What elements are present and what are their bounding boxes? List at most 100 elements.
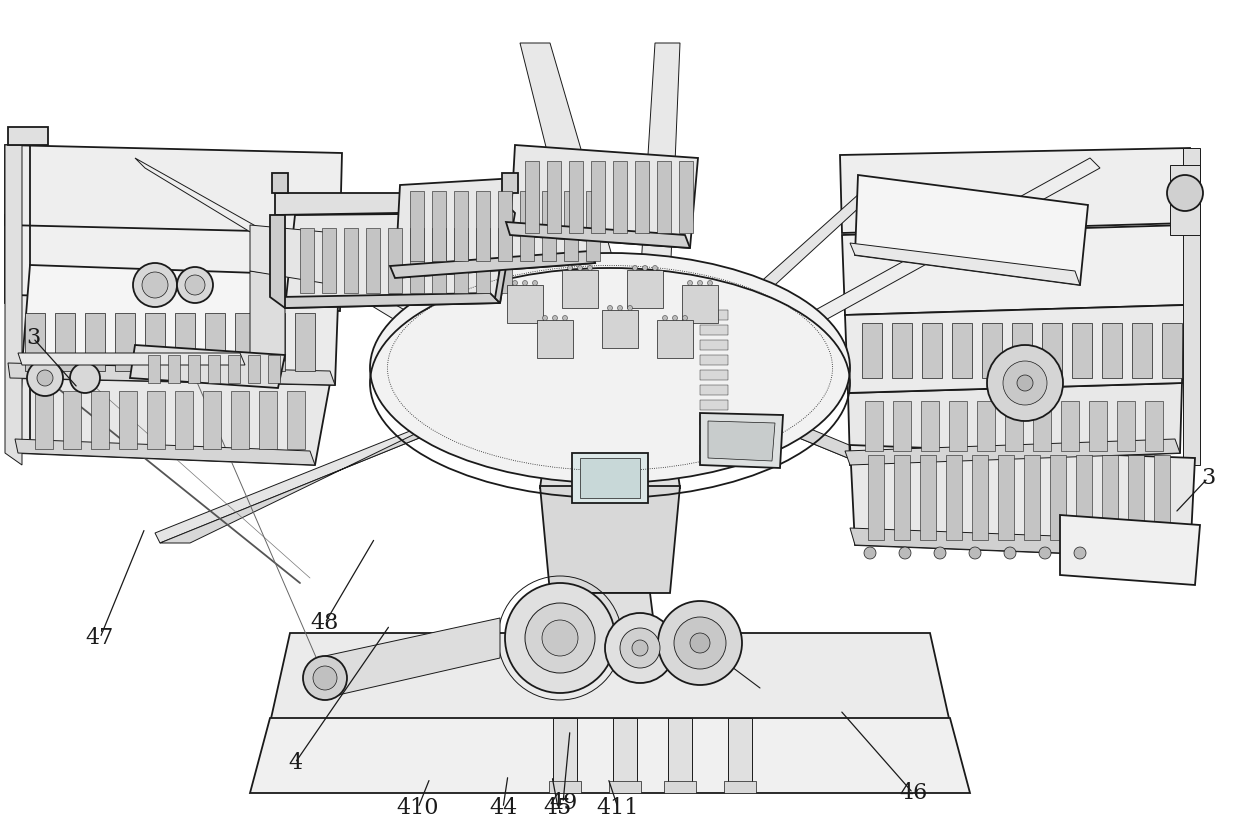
FancyBboxPatch shape [1049,455,1066,540]
FancyBboxPatch shape [35,391,53,449]
Circle shape [1004,547,1016,559]
FancyBboxPatch shape [892,323,912,378]
FancyBboxPatch shape [1162,323,1182,378]
FancyBboxPatch shape [188,355,199,383]
Circle shape [934,547,947,559]
FancyBboxPatch shape [1101,323,1123,378]
FancyBboxPatch shape [1132,323,1152,378]
FancyBboxPatch shape [724,781,756,793]
Text: 46: 46 [898,782,927,804]
Circle shape [653,266,658,271]
Circle shape [969,547,981,559]
Polygon shape [670,193,875,363]
FancyBboxPatch shape [978,401,995,451]
FancyBboxPatch shape [203,391,221,449]
Circle shape [506,583,615,693]
Circle shape [607,306,612,311]
FancyBboxPatch shape [498,191,512,261]
FancyBboxPatch shape [322,228,336,293]
FancyBboxPatch shape [1033,401,1051,451]
FancyBboxPatch shape [610,781,641,793]
FancyBboxPatch shape [119,391,138,449]
Circle shape [1004,361,1047,405]
FancyBboxPatch shape [546,161,561,233]
FancyBboxPatch shape [569,161,584,233]
Polygon shape [273,173,287,193]
FancyBboxPatch shape [432,228,446,293]
Polygon shape [668,718,693,788]
Polygon shape [520,43,620,283]
Circle shape [133,263,177,307]
Polygon shape [507,285,543,323]
Circle shape [313,666,337,690]
Polygon shape [22,265,258,365]
FancyBboxPatch shape [1012,323,1032,378]
FancyBboxPatch shape [700,370,729,380]
Polygon shape [250,225,335,285]
FancyBboxPatch shape [453,228,468,293]
FancyBboxPatch shape [700,445,729,455]
FancyBboxPatch shape [700,385,729,395]
Circle shape [674,617,726,669]
Polygon shape [275,193,515,215]
Circle shape [620,628,660,668]
FancyBboxPatch shape [700,340,729,350]
Polygon shape [19,371,330,465]
FancyBboxPatch shape [700,325,729,335]
Circle shape [658,601,742,685]
FancyBboxPatch shape [90,391,109,449]
Polygon shape [10,295,338,385]
FancyBboxPatch shape [591,161,605,233]
Polygon shape [536,320,572,358]
FancyBboxPatch shape [922,323,942,378]
FancyBboxPatch shape [476,228,489,293]
FancyBboxPatch shape [1042,323,1062,378]
Polygon shape [502,173,518,193]
FancyBboxPatch shape [25,313,45,371]
FancyBboxPatch shape [700,430,729,440]
Ellipse shape [370,253,850,483]
Polygon shape [572,453,648,503]
Polygon shape [540,486,680,593]
FancyBboxPatch shape [679,161,693,233]
FancyBboxPatch shape [865,401,883,451]
Circle shape [673,316,678,321]
FancyBboxPatch shape [388,228,401,293]
FancyBboxPatch shape [7,127,48,145]
Circle shape [632,266,638,271]
Circle shape [690,633,710,653]
Polygon shape [613,718,637,788]
Polygon shape [270,215,285,308]
Polygon shape [700,413,783,468]
Text: 44: 44 [489,797,517,819]
Text: 45: 45 [544,797,572,819]
Circle shape [688,281,693,286]
FancyBboxPatch shape [169,355,180,383]
Polygon shape [850,528,1189,558]
Polygon shape [810,158,1100,323]
FancyBboxPatch shape [657,161,672,233]
FancyBboxPatch shape [1101,455,1118,540]
FancyBboxPatch shape [1127,455,1144,540]
Circle shape [185,275,204,295]
FancyBboxPatch shape [287,391,305,449]
Circle shape [304,656,347,700]
FancyBboxPatch shape [1118,401,1135,451]
FancyBboxPatch shape [175,391,193,449]
Circle shape [683,316,688,321]
Polygon shape [7,363,335,385]
Polygon shape [5,215,342,311]
Circle shape [987,345,1063,421]
Polygon shape [1170,165,1201,235]
Polygon shape [5,145,342,233]
FancyBboxPatch shape [636,161,649,233]
FancyBboxPatch shape [564,191,579,261]
Polygon shape [843,225,1188,315]
FancyBboxPatch shape [147,355,160,383]
FancyBboxPatch shape [366,228,380,293]
Circle shape [523,281,528,286]
FancyBboxPatch shape [862,323,882,378]
Circle shape [1074,547,1087,559]
Polygon shape [15,439,315,465]
Polygon shape [850,445,1194,558]
